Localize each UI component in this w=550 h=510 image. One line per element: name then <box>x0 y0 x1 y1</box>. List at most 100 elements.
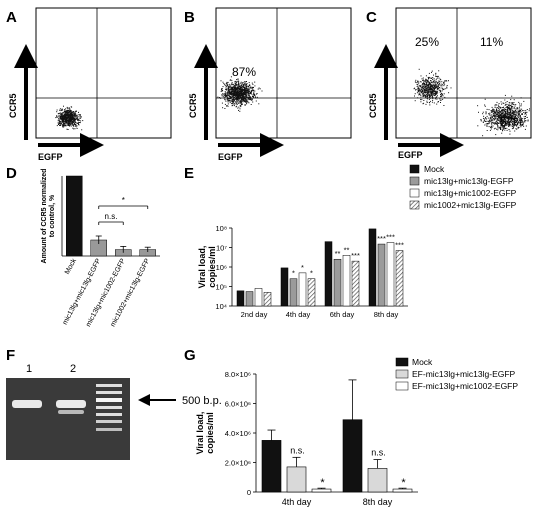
scatter-dot <box>423 94 425 96</box>
scatter-dot <box>500 117 502 119</box>
significance-label: * <box>320 477 325 489</box>
scatter-dot <box>71 106 73 108</box>
scatter-dot <box>226 99 228 100</box>
scatter-dot <box>438 88 440 90</box>
scatter-dot <box>222 96 224 98</box>
scatter-dot <box>234 93 236 94</box>
scatter-dot <box>443 88 445 90</box>
scatter-dot <box>64 124 66 126</box>
scatter-dot <box>69 114 71 116</box>
scatter-dot <box>76 128 78 129</box>
scatter-dot <box>423 102 425 104</box>
scatter-dot <box>422 83 424 85</box>
scatter-dot <box>243 97 245 99</box>
scatter-dot <box>241 103 243 105</box>
scatter-dot <box>437 82 439 84</box>
scatter-dot <box>483 118 485 119</box>
gel-band-lane2-secondary <box>58 410 84 414</box>
scatter-dot <box>428 72 430 74</box>
scatter-dot <box>513 122 515 123</box>
flow-a-ylabel: CCR5 <box>8 93 18 118</box>
scatter-dot <box>525 125 527 127</box>
scatter-dot <box>440 91 442 92</box>
scatter-dot <box>240 87 242 89</box>
scatter-dot <box>521 118 523 119</box>
scatter-dot <box>221 88 223 90</box>
bar <box>280 267 289 307</box>
scatter-dot <box>62 119 64 121</box>
scatter-dot <box>248 94 250 96</box>
scatter-dot <box>237 96 239 98</box>
scatter-dot <box>68 120 70 122</box>
scatter-dot <box>238 94 240 95</box>
scatter-dot <box>71 123 73 125</box>
scatter-dot <box>438 70 440 72</box>
scatter-dot <box>501 107 503 109</box>
scatter-dot <box>505 115 507 117</box>
scatter-dot <box>236 95 237 97</box>
scatter-dot <box>233 86 235 88</box>
scatter-dot <box>432 80 434 82</box>
scatter-dot <box>241 84 243 86</box>
flow-b-xlabel: EGFP <box>218 152 243 162</box>
scatter-dot <box>235 82 237 84</box>
scatter-dot <box>247 90 248 92</box>
scatter-dot <box>230 88 232 90</box>
scatter-dot <box>78 114 80 116</box>
scatter-dot <box>477 105 479 107</box>
scatter-dot <box>510 116 512 118</box>
scatter-dot <box>245 84 247 86</box>
scatter-dot <box>62 125 64 127</box>
y-axis-title: Viral load,copies/ml <box>197 246 217 289</box>
scatter-dot <box>241 86 243 88</box>
scatter-dot <box>522 124 524 126</box>
scatter-dot <box>424 84 426 85</box>
scatter-dot <box>417 86 419 88</box>
scatter-dot <box>434 98 436 100</box>
scatter-dot <box>72 113 74 115</box>
scatter-dot <box>80 116 82 118</box>
scatter-dot <box>73 117 75 119</box>
scatter-dot <box>232 92 234 94</box>
legend-swatch <box>409 176 420 186</box>
scatter-dot <box>63 105 64 107</box>
scatter-dot <box>430 77 432 79</box>
scatter-dot <box>494 116 496 118</box>
scatter-dot <box>510 115 512 117</box>
scatter-dot <box>238 83 239 85</box>
scatter-dot <box>58 115 60 117</box>
scatter-dot <box>504 119 506 121</box>
scatter-dot <box>60 112 62 114</box>
scatter-dot <box>519 114 521 116</box>
scatter-dot <box>236 87 238 89</box>
scatter-dot <box>435 81 436 83</box>
scatter-dot <box>236 105 238 107</box>
scatter-dot <box>484 98 486 100</box>
scatter-dot <box>508 114 510 115</box>
scatter-dot <box>517 121 519 123</box>
scatter-dot <box>501 117 503 119</box>
scatter-dot <box>64 114 66 116</box>
scatter-dot <box>504 124 505 126</box>
scatter-dot <box>427 98 429 100</box>
scatter-dot <box>250 98 252 100</box>
scatter-dot <box>421 86 423 88</box>
scatter-dot <box>500 119 502 120</box>
scatter-dot <box>505 125 507 127</box>
scatter-dot <box>434 88 435 90</box>
scatter-dot <box>524 128 526 130</box>
significance-label: * <box>310 269 313 278</box>
scatter-dot <box>63 117 65 119</box>
scatter-dot <box>233 95 234 97</box>
scatter-dot <box>524 113 526 115</box>
scatter-dot <box>63 112 65 114</box>
scatter-dot <box>497 113 499 115</box>
scatter-dot <box>249 93 251 95</box>
y-axis-title-line: copies/ml <box>205 412 215 454</box>
scatter-dot <box>497 112 499 114</box>
scatter-dot <box>514 110 516 112</box>
scatter-dot <box>433 89 435 91</box>
scatter-dot <box>512 111 514 113</box>
scatter-dot <box>228 100 230 102</box>
scatter-dot <box>505 109 507 111</box>
